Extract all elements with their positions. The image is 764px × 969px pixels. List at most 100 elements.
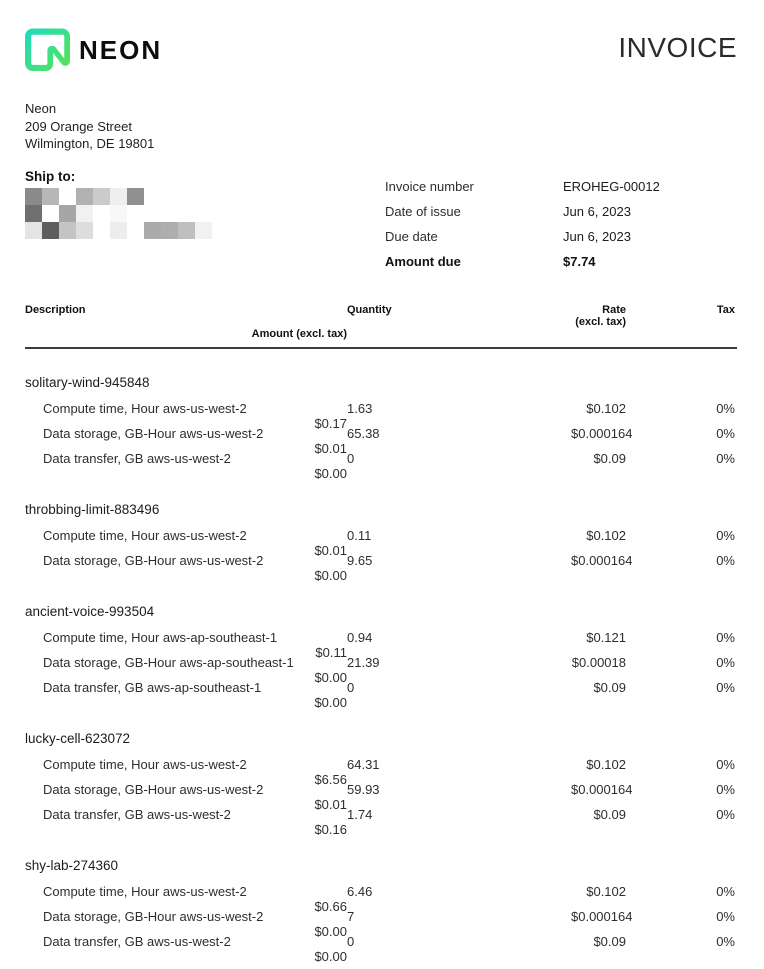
line-item-tax: 0% — [716, 806, 735, 822]
line-item-rate: $0.000164 — [571, 908, 633, 924]
line-item-row: Compute time, Hour aws-us-west-2 1.63 $0.1… — [25, 400, 737, 431]
company-address-line: 209 Orange Street — [25, 118, 132, 134]
line-item-row: Data transfer, GB aws-us-west-2 1.74 $0.09… — [25, 806, 737, 837]
line-item-amount: $0.00 — [314, 923, 347, 939]
line-items-table: Description Quantity Rate (excl. tax) Ta… — [25, 304, 737, 964]
line-item-description: Data storage, GB-Hour aws-us-west-2 — [43, 781, 264, 797]
project-group-title: throbbing-limit-883496 — [25, 501, 160, 517]
line-item-amount: $0.00 — [314, 948, 347, 964]
line-item-amount: $0.66 — [314, 898, 347, 914]
redacted-row — [25, 204, 212, 222]
redacted-pixel — [144, 221, 161, 239]
redacted-pixel — [59, 204, 76, 222]
line-item-row: Data storage, GB-Hour aws-us-west-2 59.93… — [25, 781, 737, 812]
line-item-amount: $0.11 — [315, 644, 347, 660]
redacted-pixel — [161, 221, 178, 239]
brand-wordmark: NEON — [79, 35, 163, 65]
project-group: throbbing-limit-883496 Compute time, Hour… — [25, 501, 737, 583]
project-group-rows: Compute time, Hour aws-us-west-2 0.11 $0.1… — [25, 527, 737, 583]
line-item-description: Data transfer, GB aws-us-west-2 — [43, 450, 231, 466]
line-item-rate: $0.00018 — [571, 654, 626, 670]
column-header-rate: Rate (excl. tax) — [575, 303, 626, 328]
redacted-pixel — [25, 204, 42, 222]
redacted-address — [25, 187, 212, 239]
line-item-quantity: 0 — [347, 933, 355, 949]
line-item-tax: 0% — [716, 883, 735, 899]
redacted-pixel — [93, 187, 110, 205]
line-item-row: Data transfer, GB aws-us-west-2 0 $0.09 0% $… — [25, 450, 737, 481]
line-item-amount: $0.00 — [314, 465, 347, 481]
project-group-title: solitary-wind-945848 — [25, 374, 150, 390]
meta-value: Jun 6, 2023 — [563, 203, 631, 219]
project-group: shy-lab-274360 Compute time, Hour aws-us-… — [25, 857, 737, 964]
line-item-rate: $0.09 — [593, 806, 626, 822]
line-item-description: Data transfer, GB aws-us-west-2 — [43, 933, 231, 949]
redacted-pixel — [25, 221, 42, 239]
line-item-tax: 0% — [716, 908, 735, 924]
project-group-title: shy-lab-274360 — [25, 857, 119, 873]
line-item-row: Data storage, GB-Hour aws-ap-southeast-1… — [25, 654, 737, 685]
line-item-amount: $0.17 — [314, 415, 347, 431]
line-item-row: Data storage, GB-Hour aws-us-west-2 9.65 $… — [25, 552, 737, 583]
redacted-pixel — [25, 187, 42, 205]
company-address-line: Neon — [25, 101, 57, 116]
line-item-rate: $0.121 — [586, 629, 626, 645]
column-header-amount: Amount (excl. tax) — [251, 327, 347, 340]
redacted-pixel — [161, 187, 178, 205]
line-item-amount: $0.00 — [314, 669, 347, 685]
redacted-pixel — [93, 221, 110, 239]
line-item-quantity: 0 — [347, 450, 355, 466]
redacted-pixel — [178, 221, 195, 239]
line-item-amount: $0.01 — [314, 542, 347, 558]
ship-to-block: Ship to: — [25, 169, 212, 239]
redacted-pixel — [110, 221, 127, 239]
line-item-row: Data transfer, GB aws-ap-southeast-1 0 $0.… — [25, 679, 737, 710]
line-item-rate: $0.000164 — [571, 552, 633, 568]
redacted-pixel — [59, 221, 76, 239]
line-item-quantity: 0.11 — [347, 527, 372, 543]
invoice-meta-row: Due date Jun 6, 2023 — [385, 224, 737, 249]
table-header-row: Description Quantity Rate (excl. tax) Ta… — [25, 304, 737, 349]
line-item-amount: $0.01 — [314, 796, 347, 812]
invoice-meta: Invoice number EROHEG-00012 Date of issue J… — [385, 169, 737, 274]
line-item-amount: $0.16 — [314, 821, 347, 837]
redacted-pixel — [195, 221, 212, 239]
project-group-rows: Compute time, Hour aws-us-west-2 6.46 $0.1… — [25, 883, 737, 964]
line-item-quantity: 6.46 — [347, 883, 373, 899]
line-item-tax: 0% — [716, 654, 735, 670]
redacted-pixel — [144, 187, 161, 205]
page-title: INVOICE — [618, 32, 737, 63]
redacted-pixel — [110, 187, 127, 205]
column-header-quantity: Quantity — [347, 303, 392, 316]
project-group: lucky-cell-623072 Compute time, Hour aws-… — [25, 731, 737, 837]
line-item-rate: $0.000164 — [571, 425, 633, 441]
line-item-rate: $0.09 — [593, 679, 626, 695]
line-item-rate: $0.102 — [586, 527, 626, 543]
line-item-description: Compute time, Hour aws-us-west-2 — [43, 527, 247, 543]
redacted-pixel — [195, 204, 212, 222]
line-item-amount: $6.56 — [314, 771, 347, 787]
line-item-description: Compute time, Hour aws-ap-southeast-1 — [43, 629, 278, 645]
line-item-row: Compute time, Hour aws-us-west-2 0.11 $0.1… — [25, 527, 737, 558]
line-item-row: Compute time, Hour aws-us-west-2 64.31 $0.… — [25, 756, 737, 787]
project-group: solitary-wind-945848 Compute time, Hour a… — [25, 374, 737, 481]
redacted-pixel — [127, 187, 144, 205]
redacted-pixel — [127, 204, 144, 222]
line-item-amount: $0.01 — [314, 440, 347, 456]
line-item-rate: $0.102 — [586, 756, 626, 772]
column-header-description: Description — [25, 303, 86, 316]
line-item-rate: $0.000164 — [571, 781, 633, 797]
redacted-pixel — [144, 204, 161, 222]
line-item-description: Compute time, Hour aws-us-west-2 — [43, 400, 247, 416]
redacted-pixel — [161, 204, 178, 222]
meta-label: Amount due — [385, 253, 461, 269]
company-address: Neon 209 Orange Street Wilmington, DE 1980… — [25, 100, 737, 153]
neon-logo-icon — [25, 28, 70, 72]
meta-label: Due date — [385, 228, 438, 244]
page-header: NEON INVOICE — [25, 28, 737, 72]
ship-meta-section: Ship to: Invoice number EROHEG-00012 Date … — [25, 169, 737, 274]
line-item-tax: 0% — [716, 552, 735, 568]
line-item-tax: 0% — [716, 527, 735, 543]
line-item-tax: 0% — [716, 933, 735, 949]
